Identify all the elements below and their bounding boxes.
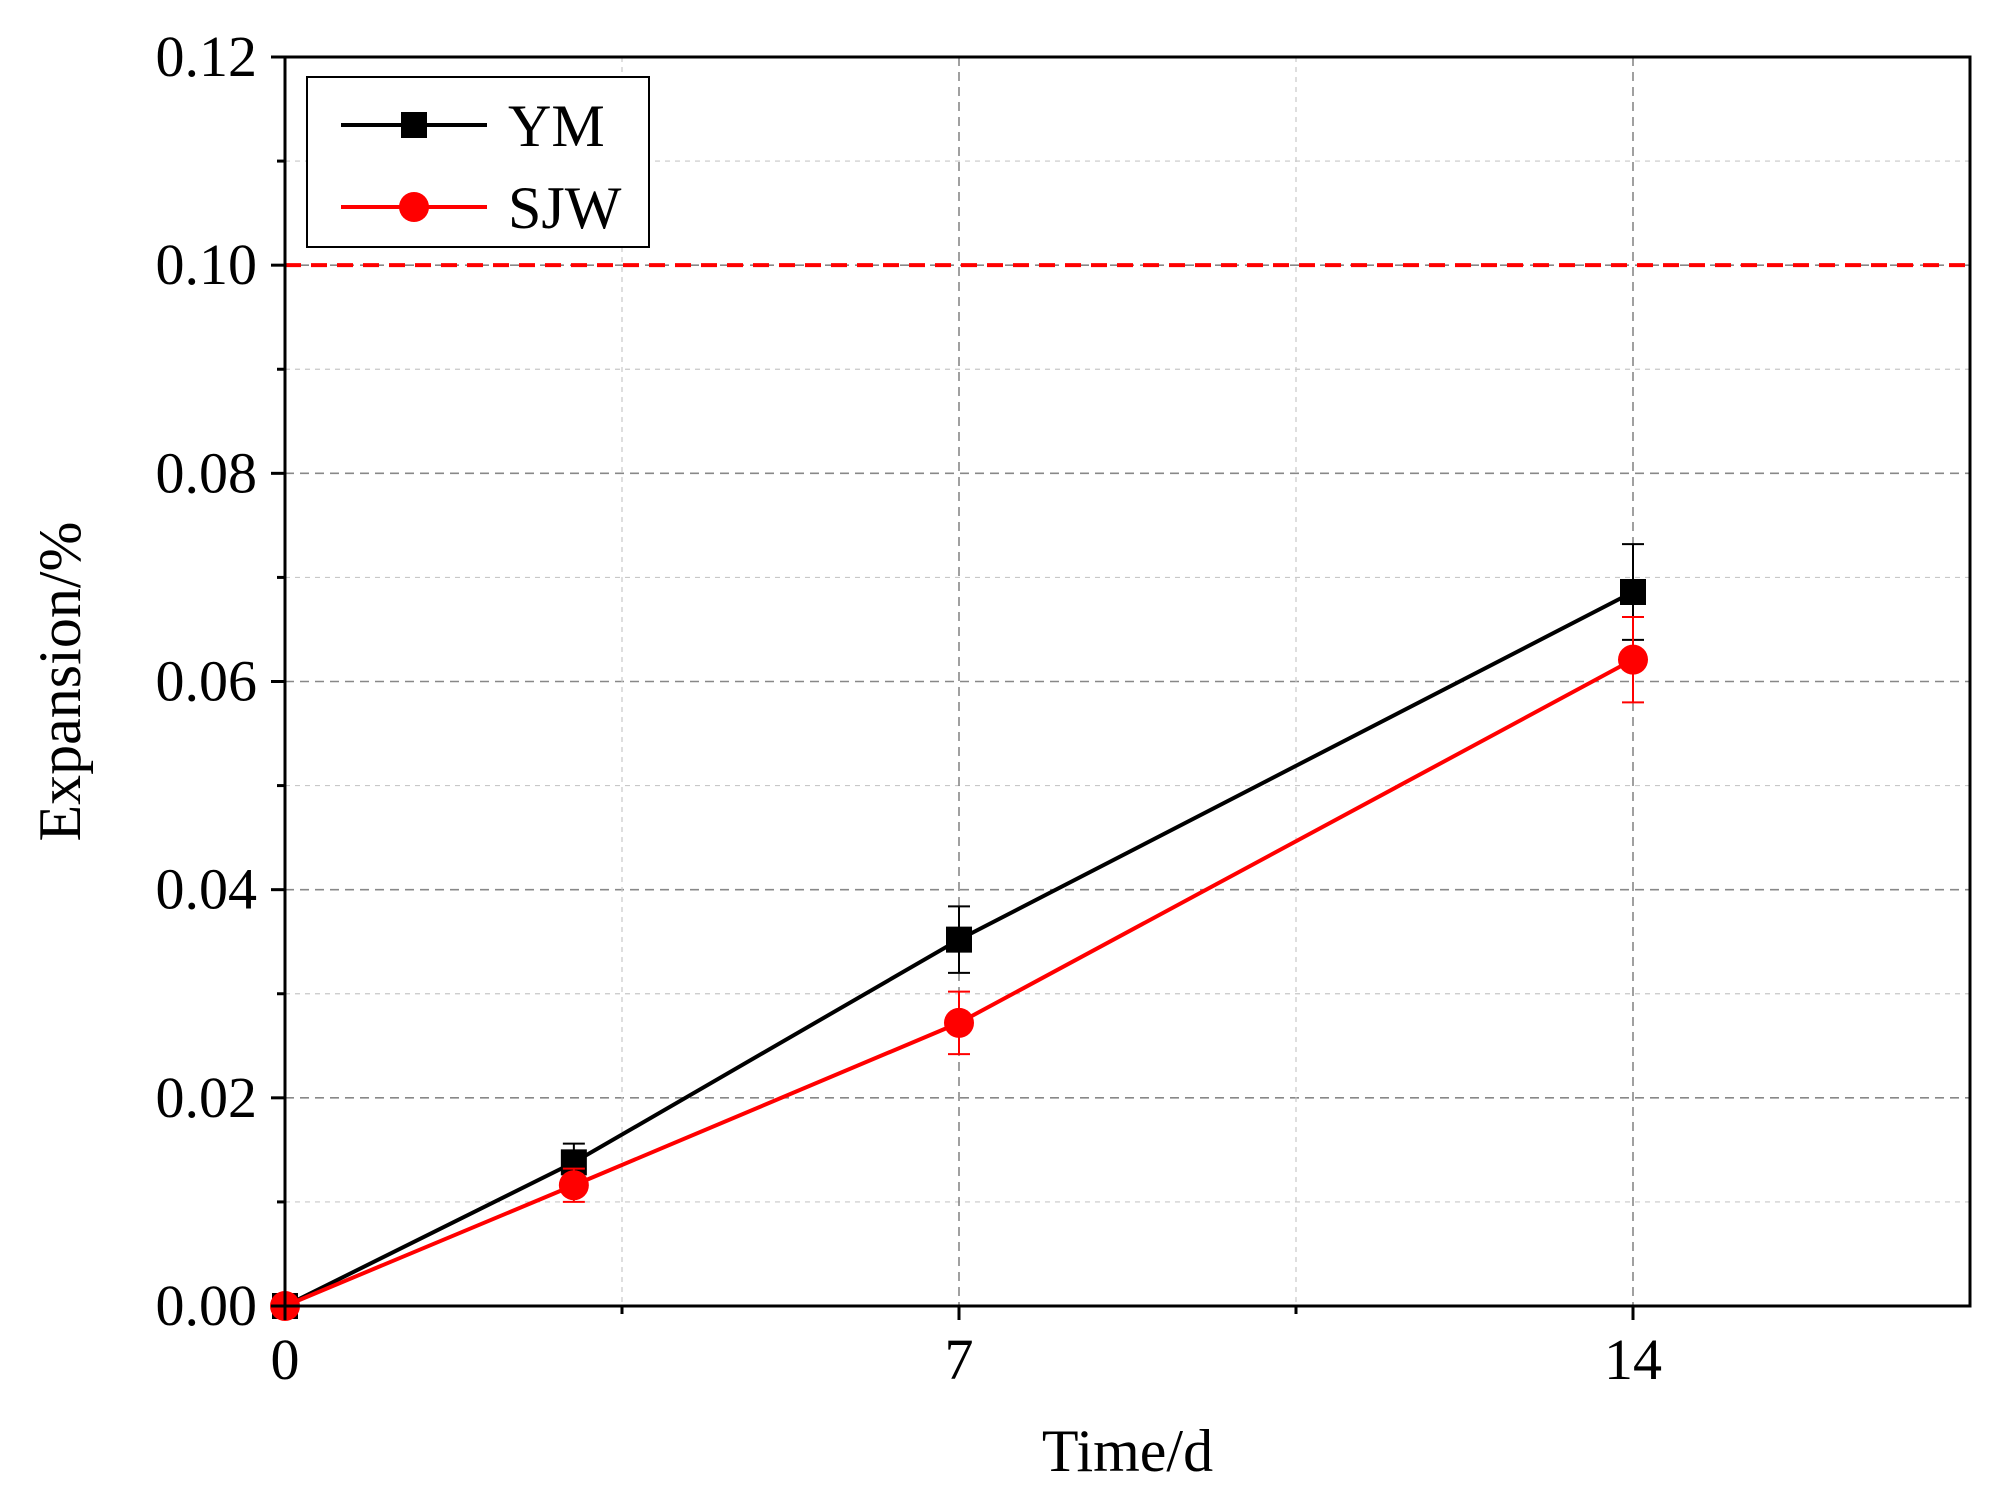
tick-layer: 0.00 0.02 0.04 0.06 0.08 0.10 0.12 0 7 14	[156, 24, 1663, 1392]
data-point	[944, 1007, 974, 1038]
y-tick-label: 0.04	[156, 857, 258, 922]
y-tick-label: 0.02	[156, 1065, 258, 1130]
series-line	[284, 657, 1634, 1308]
y-tick-label: 0.06	[156, 649, 258, 714]
x-tick-label: 0	[271, 1327, 300, 1392]
legend: YM SJW	[306, 76, 650, 248]
legend-label: SJW	[508, 175, 622, 241]
y-tick-label: 0.08	[156, 440, 258, 505]
y-tick-label: 0.12	[156, 24, 258, 89]
data-point	[1618, 644, 1648, 675]
legend-marker	[399, 192, 429, 222]
grid-layer	[285, 57, 1970, 1306]
y-tick-label: 0.00	[156, 1273, 258, 1338]
legend-marker	[401, 112, 427, 138]
x-axis-title: Time/d	[1042, 1418, 1213, 1484]
data-point	[946, 926, 972, 953]
legend-box	[306, 76, 650, 248]
y-tick-label: 0.10	[156, 232, 258, 297]
x-tick-label: 14	[1604, 1327, 1662, 1392]
y-axis-title: Expansion/%	[27, 522, 93, 842]
x-tick-label: 7	[945, 1327, 974, 1392]
data-point	[1620, 578, 1646, 605]
legend-label: YM	[508, 93, 605, 159]
data-point	[558, 1170, 589, 1201]
series-line	[284, 590, 1634, 1308]
